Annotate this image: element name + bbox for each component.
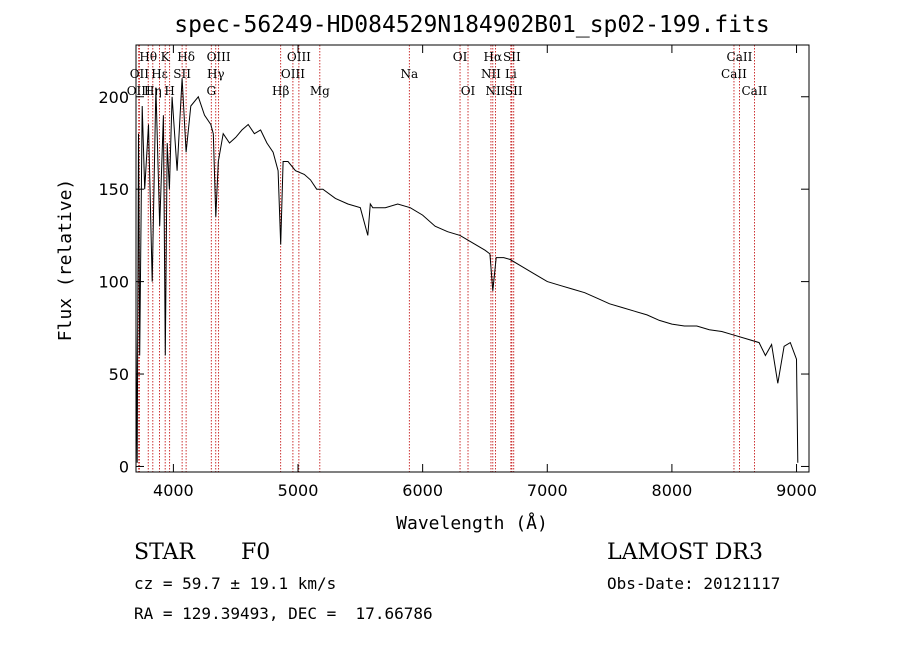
x-tick-label: 4000 (153, 481, 194, 500)
emission-line-label: SII (505, 84, 523, 98)
emission-line-label: H (164, 84, 174, 98)
emission-line-label: G (206, 84, 216, 98)
y-tick-label: 100 (98, 273, 129, 292)
x-axis-ticks: 4000 5000 6000 7000 8000 9000 (153, 45, 817, 500)
y-tick-label: 50 (109, 365, 129, 384)
x-axis-label: Wavelength (Å) (396, 512, 548, 534)
emission-line-label: Hγ (207, 67, 225, 81)
emission-line-label: Mg (310, 84, 330, 98)
emission-line-label: OII (130, 67, 150, 81)
x-tick-label: 6000 (402, 481, 443, 500)
emission-line-label: SII (173, 67, 191, 81)
plot-frame (135, 44, 810, 473)
emission-line-label: OIII (281, 67, 305, 81)
emission-line-label: Hδ (177, 50, 195, 64)
y-tick-label: 200 (98, 88, 129, 107)
y-axis-label: Flux (relative) (55, 179, 76, 342)
x-tick-label: 8000 (652, 481, 693, 500)
emission-line-label: Hθ (139, 50, 157, 64)
emission-line-label: Hη (144, 84, 162, 98)
emission-line-label: OI (461, 84, 476, 98)
emission-line-label: OI (453, 50, 468, 64)
coordinates: RA = 129.39493, DEC = 17.66786 (134, 604, 433, 623)
object-class: STAR (134, 540, 195, 565)
x-tick-label: 7000 (527, 481, 568, 500)
emission-line-label: CaII (741, 84, 767, 98)
emission-line-label: K (161, 50, 171, 64)
y-tick-label: 0 (119, 457, 129, 476)
y-axis-ticks: 0 50 100 150 200 (98, 88, 809, 476)
survey-name: LAMOST DR3 (607, 540, 763, 565)
emission-line-label: CaII (727, 50, 753, 64)
emission-line-label: Na (400, 67, 418, 81)
emission-line-label: Hε (151, 67, 168, 81)
emission-line-label: OIII (207, 50, 231, 64)
y-tick-label: 150 (98, 180, 129, 199)
redshift-value: cz = 59.7 ± 19.1 km/s (134, 574, 337, 593)
emission-line-label: OIII (287, 50, 311, 64)
emission-line-label: Li (505, 67, 517, 81)
emission-line-label: CaII (721, 67, 747, 81)
emission-line-label: SII (503, 50, 521, 64)
emission-line-label: NII (485, 84, 505, 98)
subclass: F0 (241, 540, 271, 565)
observation-date: Obs-Date: 20121117 (607, 574, 781, 593)
spectrum-line (135, 78, 799, 463)
x-tick-label: 9000 (776, 481, 817, 500)
emission-line-label: Hβ (272, 84, 289, 98)
chart-title: spec-56249-HD084529N184902B01_sp02-199.f… (174, 12, 769, 38)
x-tick-label: 5000 (278, 481, 319, 500)
emission-line-label: OIII (127, 84, 151, 98)
emission-line-label: Hα (484, 50, 503, 64)
emission-line-label: NII (481, 67, 501, 81)
emission-line-markers (138, 45, 755, 472)
